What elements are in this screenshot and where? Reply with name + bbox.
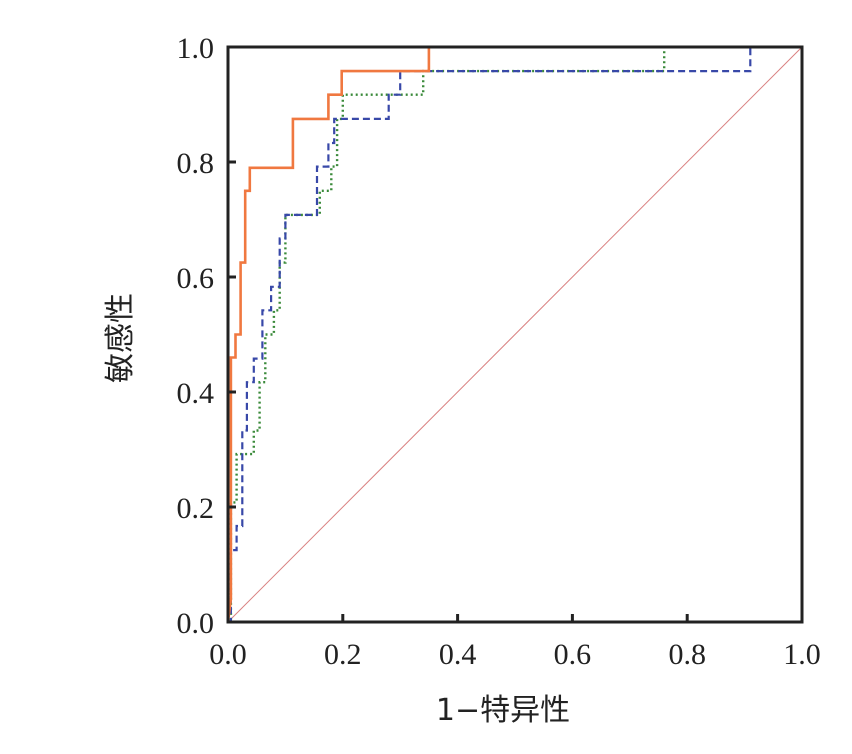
x-tick-label: 0.0 bbox=[209, 638, 247, 671]
y-tick-label: 0.4 bbox=[177, 377, 215, 410]
y-tick-label: 0.0 bbox=[177, 607, 215, 640]
y-tick-label: 0.2 bbox=[177, 492, 215, 525]
y-tick-label: 0.6 bbox=[177, 262, 215, 295]
roc-curve-solid-0 bbox=[226, 45, 458, 623]
x-tick-label: 0.2 bbox=[324, 638, 362, 671]
roc-curve-reference-3 bbox=[227, 46, 803, 623]
tick-layer: 0.0 0.2 0.4 0.6 0.8 1.0 0.0 0.2 0.4 0.6 0.8 1.0 bbox=[177, 32, 821, 671]
roc-curve-dotted-2 bbox=[228, 45, 688, 624]
y-tick-label: 0.8 bbox=[177, 147, 215, 180]
x-tick-label: 0.4 bbox=[439, 638, 477, 671]
y-tick-label: 1.0 bbox=[177, 32, 215, 65]
x-tick-label: 1.0 bbox=[783, 638, 821, 671]
x-tick-label: 0.8 bbox=[668, 638, 706, 671]
roc-curve-dashed-1 bbox=[228, 47, 752, 624]
x-axis-title: 1−特异性 bbox=[436, 693, 570, 728]
plot-frame bbox=[226, 45, 804, 624]
y-axis-title: 敏感性 bbox=[103, 293, 138, 383]
series-layer bbox=[226, 45, 803, 624]
x-tick-label: 0.6 bbox=[554, 638, 592, 671]
